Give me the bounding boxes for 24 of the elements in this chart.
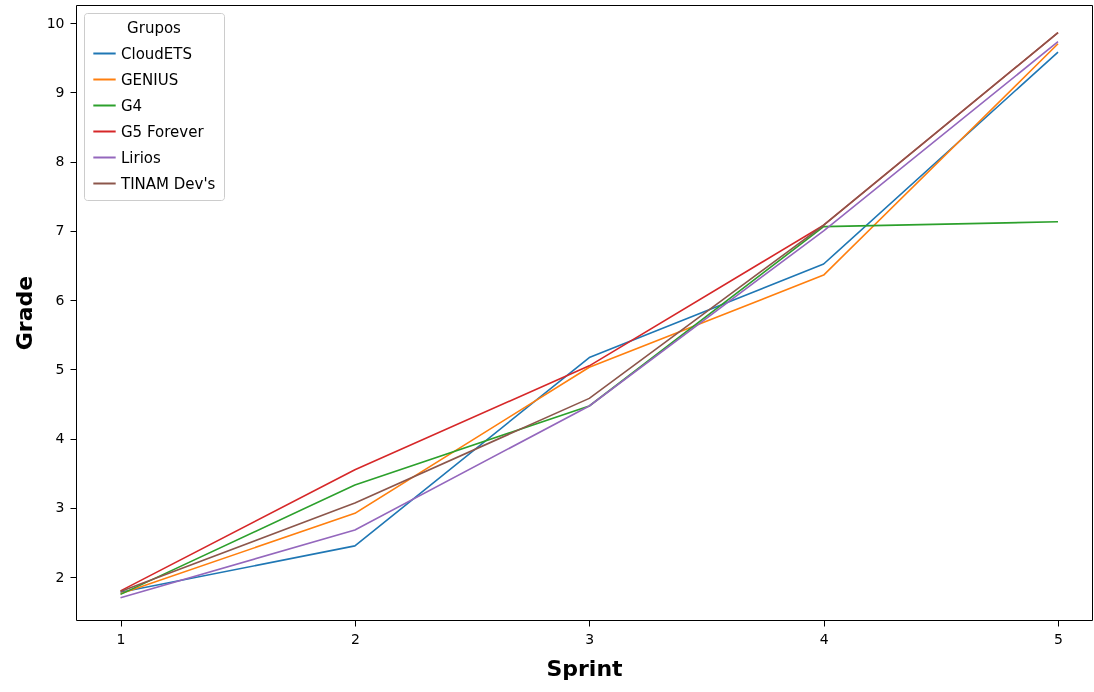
legend-label: G4 bbox=[121, 96, 143, 115]
legend-label: G5 Forever bbox=[121, 122, 205, 141]
y-axis-title: Grade bbox=[11, 275, 37, 351]
y-tick-label: 9 bbox=[55, 83, 65, 100]
x-tick-label: 4 bbox=[819, 630, 829, 647]
x-axis-title: Sprint bbox=[546, 655, 624, 681]
legend-label: GENIUS bbox=[121, 70, 179, 89]
legend-label: CloudETS bbox=[121, 44, 193, 63]
legend-label: TINAM Dev's bbox=[120, 174, 216, 193]
legend-title: Grupos bbox=[127, 19, 182, 37]
y-tick-label: 3 bbox=[55, 499, 65, 516]
line-series bbox=[119, 220, 1059, 596]
y-tick-label: 4 bbox=[55, 430, 65, 447]
x-tick-label: 3 bbox=[585, 630, 595, 647]
x-tick-label: 2 bbox=[350, 630, 360, 647]
y-tick-label: 8 bbox=[55, 153, 65, 170]
y-tick-label: 7 bbox=[55, 222, 65, 239]
x-tick-label: 1 bbox=[116, 630, 126, 647]
y-tick-label: 2 bbox=[55, 568, 65, 585]
y-tick-label: 6 bbox=[55, 291, 65, 308]
x-tick-label: 5 bbox=[1054, 630, 1063, 647]
y-tick-label: 10 bbox=[46, 14, 65, 31]
y-tick-label: 5 bbox=[55, 360, 65, 377]
legend-label: Lirios bbox=[121, 148, 162, 167]
